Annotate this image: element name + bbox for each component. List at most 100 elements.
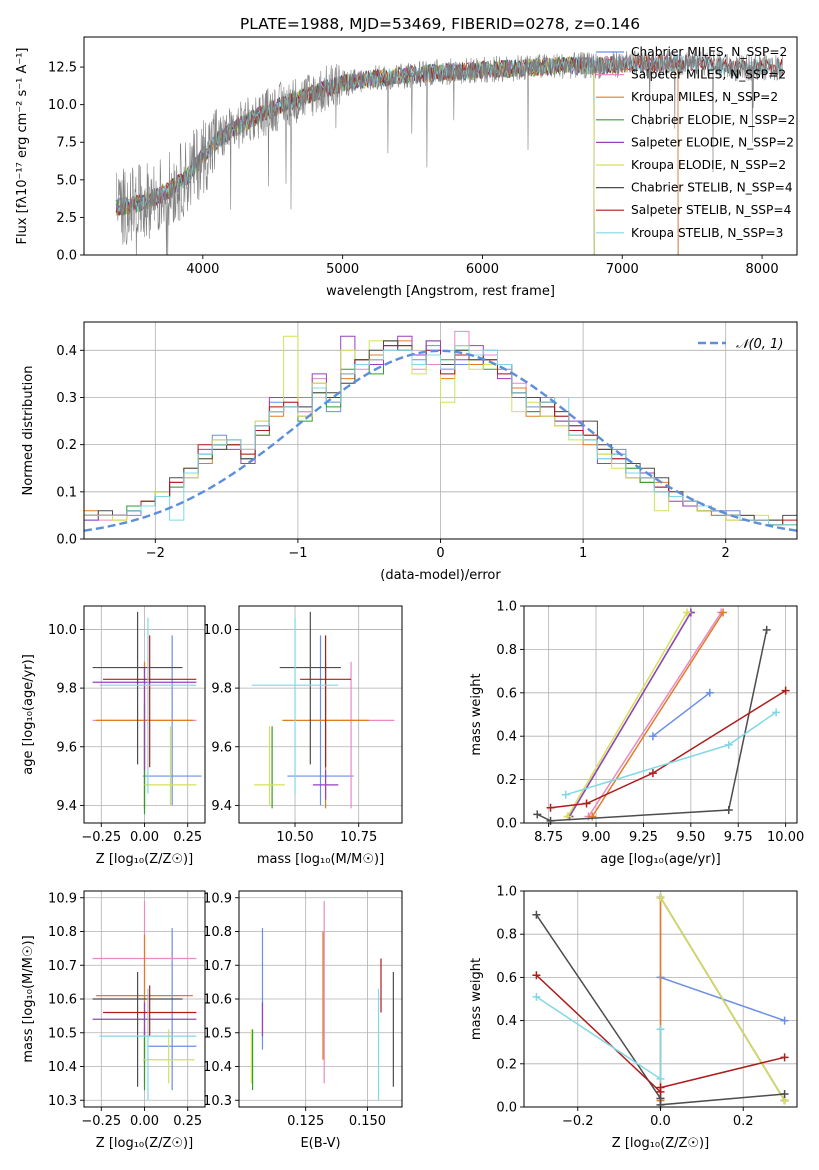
weight-point-marker	[648, 769, 657, 778]
legend-label: Kroupa STELIB, N_SSP=3	[631, 226, 783, 240]
axes-spectrum: 4000 5000 6000 7000 8000 0.0 2.5 5.0 7.5 10.0 12.5…	[15, 36, 798, 299]
weight-line	[587, 612, 722, 817]
y-tick-label: 10.7	[48, 959, 77, 974]
axes-weight-vs-age: 8.75 9.00 9.25 9.50 9.75 10.00 0.0 0.2 0.4 0.6 0.8…	[469, 600, 804, 868]
weight-point-marker	[781, 686, 790, 695]
weight-point-marker	[546, 816, 555, 825]
axes-frame	[238, 605, 403, 824]
weight-point-marker	[656, 1074, 665, 1083]
y-axis-label: Flux [fλ10⁻¹⁷ erg cm⁻² s⁻¹ A⁻¹]	[15, 48, 30, 245]
y-axis-label: age [log₁₀(age/yr)]	[21, 654, 36, 775]
weight-line	[535, 996, 662, 1081]
x-axis-label: wavelength [Angstrom, rest frame]	[326, 284, 555, 299]
legend: 𝒩(0, 1)	[698, 337, 783, 352]
axes-age-vs-mass: 10.50 10.75 9.4 9.6 9.8 10.0 mass [log₁₀(M/M☉)…	[203, 605, 403, 867]
y-axis-label: mass weight	[469, 673, 484, 755]
y-tick-label: 10.9	[48, 891, 77, 906]
plot-area	[251, 611, 395, 809]
x-tick-label: −0.2	[562, 1114, 594, 1129]
x-tick-label: −1	[288, 546, 307, 561]
y-tick-label: 0.2	[496, 773, 517, 788]
y-tick-label: 10.4	[203, 1060, 232, 1075]
legend-label: Chabrier STELIB, N_SSP=4	[631, 181, 793, 195]
y-tick-label: 0.4	[496, 1014, 517, 1029]
y-tick-label: 9.4	[211, 799, 232, 814]
y-tick-label: 0.0	[496, 817, 517, 832]
y-tick-label: 10.3	[48, 1094, 77, 1109]
y-tick-label: 0.4	[496, 730, 517, 745]
x-axis-label: (data-model)/error	[380, 568, 501, 583]
legend-label: Kroupa ELODIE, N_SSP=2	[631, 158, 786, 172]
weight-point-marker	[561, 790, 570, 799]
x-tick-label: 9.25	[629, 830, 658, 845]
y-tick-label: 10.6	[48, 993, 77, 1008]
weight-point-marker	[719, 608, 728, 617]
x-tick-label: 9.00	[582, 830, 611, 845]
weight-line	[591, 612, 724, 817]
weight-point-marker	[683, 608, 692, 617]
x-tick-label: −2	[146, 546, 165, 561]
y-tick-label: 2.5	[56, 211, 77, 226]
y-tick-label: 1.0	[496, 600, 517, 615]
x-tick-label: 9.50	[676, 830, 705, 845]
x-tick-label: 9.75	[724, 830, 753, 845]
y-tick-label: 0.6	[496, 971, 517, 986]
y-axis-label: mass weight	[469, 958, 484, 1040]
figure-title: PLATE=1988, MJD=53469, FIBERID=0278, z=0…	[240, 15, 640, 33]
y-tick-label: 10.0	[48, 98, 77, 113]
legend-label: Chabrier ELODIE, N_SSP=2	[631, 113, 795, 127]
x-tick-label: 0	[436, 546, 444, 561]
y-tick-label: 10.3	[203, 1094, 232, 1109]
legend-label: Salpeter MILES, N_SSP=2	[631, 68, 786, 82]
y-tick-label: 10.9	[203, 891, 232, 906]
x-tick-label: 0.125	[287, 1114, 324, 1129]
weight-point-marker	[532, 971, 541, 980]
y-tick-label: 9.6	[211, 740, 232, 755]
weight-point-marker	[780, 1016, 789, 1025]
x-tick-label: 10.00	[767, 830, 804, 845]
legend: Chabrier MILES, N_SSP=2 Salpeter MILES, N…	[596, 45, 795, 240]
weight-point-marker	[656, 1025, 665, 1034]
plot-area	[115, 49, 784, 255]
histogram-step-line	[84, 345, 797, 539]
legend-label: 𝒩(0, 1)	[736, 337, 783, 352]
weight-point-marker	[780, 1053, 789, 1062]
plot-area	[250, 901, 394, 1101]
weight-point-marker	[780, 1090, 789, 1099]
x-tick-label: 0.25	[173, 1114, 202, 1129]
x-tick-label: 0.2	[733, 1114, 754, 1129]
x-tick-label: 5000	[326, 262, 359, 277]
x-axis-label: E(B-V)	[300, 1136, 340, 1151]
y-tick-label: 9.8	[211, 682, 232, 697]
y-tick-label: 0.8	[496, 643, 517, 658]
weight-line	[568, 612, 692, 817]
x-tick-label: 8000	[746, 262, 779, 277]
y-tick-label: 10.5	[203, 1026, 232, 1041]
x-axis-label: mass [log₁₀(M/M☉)]	[257, 852, 384, 867]
weight-line	[566, 612, 688, 817]
y-tick-label: 9.6	[56, 740, 77, 755]
axes-mass-vs-ebv: 0.125 0.150 10.3 10.4 10.5 10.6 10.7 10.8 10.9 E(…	[203, 890, 403, 1151]
y-tick-label: 0.6	[496, 686, 517, 701]
y-tick-label: 10.8	[48, 925, 77, 940]
weight-line	[536, 629, 768, 822]
weight-point-marker	[648, 732, 657, 741]
y-tick-label: 0.0	[56, 533, 77, 548]
weight-point-marker	[533, 810, 542, 819]
x-tick-label: 8.75	[534, 830, 563, 845]
y-tick-label: 10.0	[203, 623, 232, 638]
y-tick-label: 0.3	[56, 391, 77, 406]
weight-point-marker	[656, 1083, 665, 1092]
weight-point-marker	[762, 625, 771, 634]
weight-line	[565, 711, 777, 796]
plot-area	[92, 901, 197, 1101]
plot-area	[92, 611, 202, 815]
legend-label: Salpeter STELIB, N_SSP=4	[631, 203, 792, 217]
x-tick-label: 10.75	[340, 830, 377, 845]
x-tick-label: 0.00	[130, 830, 159, 845]
axes-mass-vs-Z: −0.25 0.00 0.25 10.3 10.4 10.5 10.6 10.7 10.8 10.…	[21, 890, 206, 1151]
axes-residuals: −2 −1 0 1 2 0.0 0.1 0.2 0.3 0.4 (data-model)/error…	[21, 321, 798, 583]
x-tick-label: −0.25	[81, 830, 121, 845]
y-tick-label: 10.7	[203, 959, 232, 974]
x-tick-label: 0.150	[349, 1114, 386, 1129]
